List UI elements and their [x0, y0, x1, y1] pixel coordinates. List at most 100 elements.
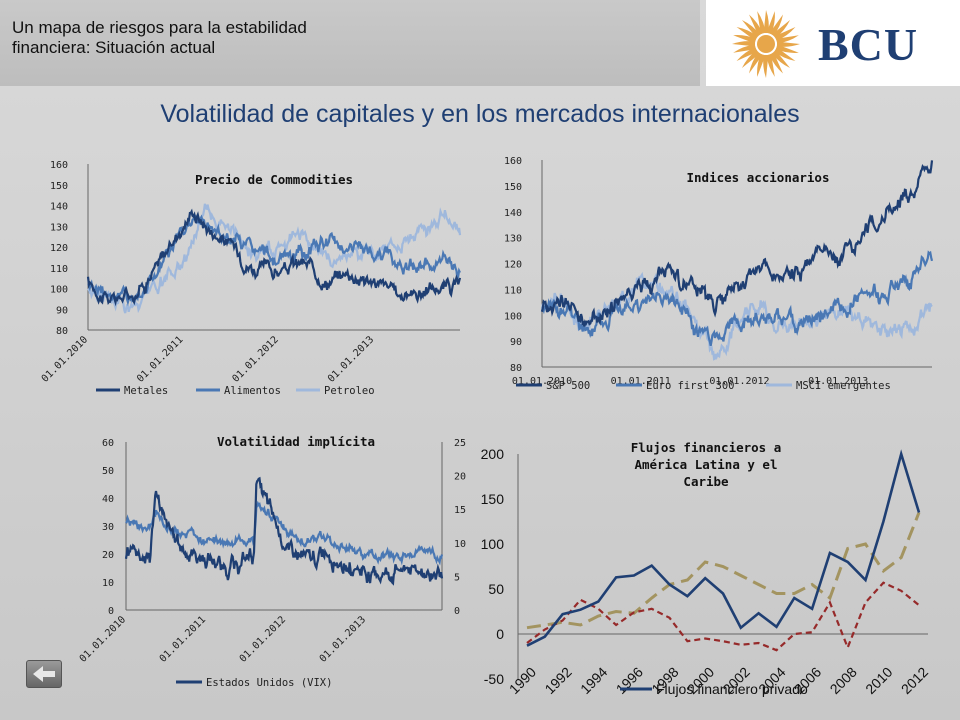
y-tick-label: 160 [504, 156, 522, 167]
sun-ray-mark [733, 44, 756, 53]
sun-ray-mark [772, 50, 791, 69]
sun-ray-mark [774, 47, 796, 61]
y-tick-label: 100 [481, 536, 505, 552]
x-tick-label: 2008 [827, 664, 860, 697]
y-tick-label: 160 [50, 160, 68, 171]
legend-label: Alimentos [224, 385, 281, 397]
x-tick-label: 1994 [577, 664, 610, 697]
sun-ray-mark [741, 19, 760, 38]
series-line-1 [540, 160, 934, 327]
series-line-1 [526, 449, 921, 647]
series-line-2 [125, 500, 444, 566]
chart-title: Indices accionarios [687, 170, 830, 185]
chart-title-line: América Latina y el [635, 457, 778, 472]
y-tick-label: 100 [50, 285, 68, 296]
chart-title: Precio de Commodities [195, 172, 353, 187]
y-tick-label: 100 [504, 311, 522, 322]
y-tick-label: 130 [50, 222, 68, 233]
x-tick-label: 01.01.2011 [158, 614, 208, 664]
sun-ray-mark [766, 54, 775, 77]
y-tick-label: 50 [488, 581, 504, 597]
x-tick-label: 01.01.2013 [318, 614, 368, 664]
x-tick-label: 2010 [862, 664, 895, 697]
presentation-subtitle: Un mapa de riesgos para la estabilidad f… [12, 18, 307, 58]
y-tick-label: 80 [510, 363, 522, 374]
y-tick-label: -50 [484, 671, 504, 687]
y-tick-label: 0 [108, 606, 114, 617]
y-tick-label: 20 [102, 550, 114, 561]
y2-tick-label: 20 [454, 472, 466, 483]
y-tick-label: 110 [50, 264, 68, 275]
y-tick-label: 60 [102, 438, 114, 449]
chart-title-line: Flujos financieros a [631, 440, 782, 455]
sun-ray-mark [766, 11, 775, 34]
sun-ray-mark [741, 50, 760, 69]
header-bar: Un mapa de riesgos para la estabilidad f… [0, 0, 700, 86]
chart-title-line: Caribe [683, 474, 729, 489]
sun-ray-mark [757, 11, 766, 34]
x-tick-label: 1992 [541, 664, 574, 697]
y-tick-label: 90 [510, 337, 522, 348]
x-tick-label: 2012 [898, 664, 931, 697]
legend-label: S&P 500 [546, 380, 590, 392]
legend-label: Petroleo [324, 385, 375, 397]
y-tick-label: 40 [102, 494, 114, 505]
y2-tick-label: 0 [454, 606, 460, 617]
y-tick-label: 10 [102, 578, 114, 589]
slide-title: Volatilidad de capitales y en los mercad… [160, 100, 800, 128]
sun-ray-mark [776, 35, 799, 44]
series-line-2 [526, 511, 921, 630]
y-tick-label: 120 [504, 260, 522, 271]
series-line-2 [540, 250, 934, 347]
x-tick-label: 01.01.2013 [326, 334, 376, 384]
y-tick-label: 110 [504, 285, 522, 296]
bcu-logo-text: BCU [818, 19, 919, 70]
sun-ray-mark [733, 35, 756, 44]
chart-title: Volatilidad implícita [217, 434, 375, 449]
sun-ray-mark [763, 55, 769, 78]
x-tick-label: 01.01.2012 [709, 376, 769, 387]
y2-tick-label: 15 [454, 505, 466, 516]
sun-ray-mark [736, 47, 758, 61]
x-tick-label: 01.01.2013 [808, 376, 868, 387]
back-button[interactable] [26, 660, 62, 688]
y2-tick-label: 25 [454, 438, 466, 449]
y-tick-label: 80 [56, 326, 68, 337]
y-tick-label: 150 [504, 182, 522, 193]
y-tick-label: 90 [56, 305, 68, 316]
y-tick-label: 150 [481, 491, 505, 507]
series-line-1 [124, 476, 444, 586]
legend-label: Metales [124, 385, 168, 397]
x-tick-label: 01.01.2012 [231, 334, 281, 384]
x-tick-label: 01.01.2012 [238, 614, 288, 664]
stock-indices-chart: 160 150 140 130 120 110 100 90 80 01.01.2010 01.01… [504, 156, 934, 392]
x-tick-label: 01.01.2010 [40, 334, 90, 384]
sun-ray-mark [769, 52, 783, 74]
subtitle-line-2: financiera: Situación actual [12, 38, 216, 57]
sun-ray-mark [774, 27, 796, 41]
sun-ray-mark [732, 41, 755, 47]
arrow-left-icon [33, 666, 55, 682]
x-tick-label: 1996 [613, 664, 646, 697]
legend-label: Flujos financiero privado [656, 681, 808, 697]
y2-tick-label: 5 [454, 572, 460, 583]
legend-label: Euro first 300 [646, 380, 735, 392]
sun-ray-mark [772, 19, 791, 38]
x-tick-label: 01.01.2011 [135, 334, 185, 384]
y-tick-label: 140 [50, 202, 68, 213]
series-line-2 [87, 214, 461, 307]
series-line-3 [526, 581, 920, 652]
y-tick-label: 50 [102, 466, 114, 477]
y-tick-label: 140 [504, 208, 522, 219]
sun-ray-mark [736, 27, 758, 41]
y-tick-label: 30 [102, 522, 114, 533]
x-tick-label: 1990 [506, 664, 539, 697]
sun-ray-mark [749, 52, 763, 74]
y-tick-label: 150 [50, 181, 68, 192]
subtitle-line-1: Un mapa de riesgos para la estabilidad [12, 18, 307, 37]
x-tick-label: 01.01.2010 [512, 376, 572, 387]
sun-logo-icon [732, 10, 800, 78]
